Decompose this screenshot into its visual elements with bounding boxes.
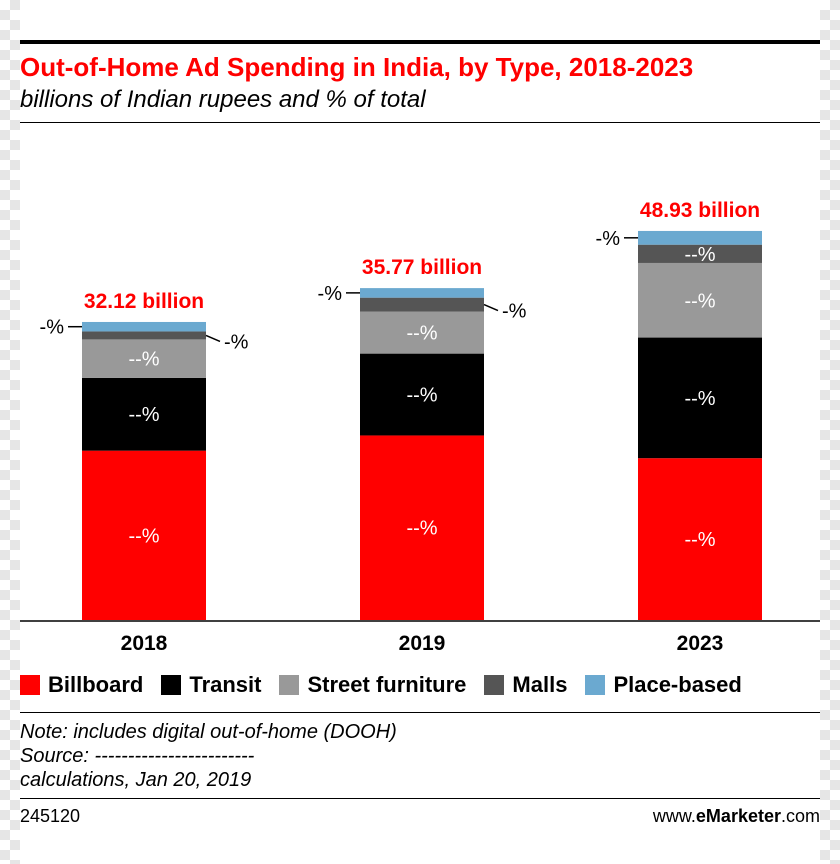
- legend-swatch-billboard: [20, 675, 40, 695]
- footer-rule: [20, 798, 820, 799]
- legend-label-transit: Transit: [189, 672, 262, 697]
- bar-segment-transit-2019: [360, 353, 484, 436]
- bar-segment-street-furniture-2019: [360, 311, 484, 354]
- callout-line-malls-2018: [205, 334, 221, 343]
- brand-prefix: www.: [652, 806, 696, 826]
- legend-label-billboard: Billboard: [48, 672, 144, 697]
- brand-link[interactable]: www.eMarketer.com: [653, 806, 820, 827]
- chart-subtitle: billions of Indian rupees and % of total: [20, 86, 426, 113]
- x-tick-label-2019: 2019: [399, 632, 446, 655]
- brand-suffix: .com: [780, 806, 820, 826]
- bar-segment-transit-2018: [82, 377, 206, 451]
- segment-label-transit-2018: --%: [128, 404, 159, 426]
- total-label-2018: 32.12 billion: [84, 290, 204, 313]
- segment-label-billboard-2019: --%: [406, 518, 437, 540]
- note-line-1: Note: includes digital out-of-home (DOOH…: [20, 721, 397, 743]
- segment-label-street-furniture-2018: --%: [128, 349, 159, 371]
- bar-segment-billboard-2019: [360, 435, 484, 620]
- bar-segment-billboard-2018: [82, 450, 206, 620]
- segment-label-malls-2023: --%: [684, 244, 715, 266]
- note-line-3: calculations, Jan 20, 2019: [20, 769, 252, 791]
- legend-rule: [20, 712, 820, 713]
- callout-label-malls-2018: -%: [224, 331, 249, 353]
- bar-segment-transit-2023: [638, 337, 762, 459]
- bar-segment-street-furniture-2018: [82, 339, 206, 378]
- bar-segment-place-based-2018: [82, 321, 206, 332]
- brand-bold: eMarketer: [695, 806, 781, 826]
- total-label-2019: 35.77 billion: [362, 256, 482, 279]
- bar-segment-place-based-2019: [360, 288, 484, 298]
- legend-swatch-place-based: [585, 675, 606, 695]
- segment-label-transit-2019: --%: [406, 385, 437, 407]
- legend-item-transit: Transit: [161, 672, 261, 698]
- legend-item-billboard: Billboard: [20, 672, 143, 698]
- callout-label-place-based-2018: -%: [40, 317, 65, 339]
- chart-id: 245120: [20, 806, 81, 826]
- callout-label-place-based-2019: -%: [318, 283, 343, 305]
- bar-segment-street-furniture-2023: [638, 262, 762, 338]
- legend-item-place-based: Place-based: [585, 672, 742, 698]
- legend-item-street-furniture: Street furniture: [279, 672, 466, 698]
- bar-segment-malls-2023: [638, 244, 762, 263]
- bar-segment-malls-2019: [360, 297, 484, 312]
- top-rule: [20, 40, 820, 44]
- segment-label-billboard-2023: --%: [684, 529, 715, 551]
- legend-item-malls: Malls: [484, 672, 567, 698]
- callout-label-place-based-2023: -%: [596, 228, 621, 250]
- chart-title: Out-of-Home Ad Spending in India, by Typ…: [20, 52, 694, 82]
- total-label-2023: 48.93 billion: [640, 199, 760, 222]
- bar-segment-place-based-2023: [638, 230, 762, 245]
- subtitle-rule: [20, 122, 820, 123]
- legend-swatch-malls: [484, 675, 505, 695]
- x-tick-label-2023: 2023: [677, 632, 724, 655]
- segment-label-transit-2023: --%: [684, 388, 715, 410]
- legend-label-street-furniture: Street furniture: [307, 672, 467, 697]
- bar-segment-malls-2018: [82, 331, 206, 340]
- bar-segment-billboard-2023: [638, 458, 762, 620]
- legend-label-place-based: Place-based: [613, 672, 742, 697]
- legend-swatch-transit: [161, 675, 182, 695]
- legend-label-malls: Malls: [512, 672, 568, 697]
- callout-line-malls-2019: [483, 303, 499, 312]
- legend-swatch-street-furniture: [279, 675, 300, 695]
- source-note: Note: includes digital out-of-home (DOOH…: [20, 720, 820, 792]
- x-tick-label-2018: 2018: [121, 632, 168, 655]
- segment-label-street-furniture-2019: --%: [406, 323, 437, 345]
- callout-label-malls-2019: -%: [502, 301, 527, 323]
- segment-label-billboard-2018: --%: [128, 525, 159, 547]
- legend: Billboard Transit Street furniture Malls…: [20, 670, 820, 700]
- segment-label-street-furniture-2023: --%: [684, 290, 715, 312]
- note-line-2: Source: ------------------------: [20, 745, 255, 767]
